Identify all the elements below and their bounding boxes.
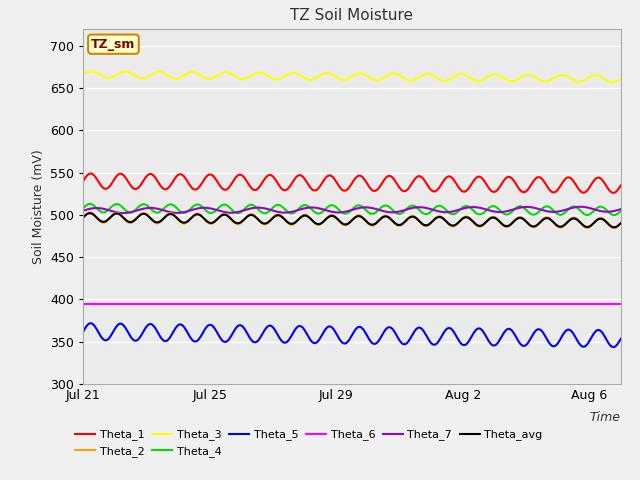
Theta_1 xyxy=(617,182,625,188)
Theta_3 xyxy=(371,77,379,83)
Theta_3 xyxy=(88,68,95,74)
Theta_4 xyxy=(339,210,347,216)
Theta_3 xyxy=(401,75,408,81)
Y-axis label: Soil Moisture (mV): Soil Moisture (mV) xyxy=(31,149,45,264)
Theta_1 xyxy=(609,190,617,196)
Theta_7 xyxy=(521,204,529,210)
Theta_4 xyxy=(336,208,344,214)
Theta_6 xyxy=(338,301,346,307)
Line: Theta_3: Theta_3 xyxy=(83,71,621,82)
Theta_4 xyxy=(617,208,625,214)
Line: Theta_7: Theta_7 xyxy=(83,207,621,213)
Theta_5 xyxy=(401,341,408,347)
Title: TZ Soil Moisture: TZ Soil Moisture xyxy=(291,9,413,24)
Theta_4 xyxy=(79,205,87,211)
Line: Theta_1: Theta_1 xyxy=(83,173,621,193)
Theta_1 xyxy=(87,170,95,176)
Theta_avg xyxy=(86,210,93,216)
Line: Theta_5: Theta_5 xyxy=(83,323,621,347)
Theta_6 xyxy=(617,301,625,307)
Theta_3 xyxy=(339,77,347,83)
Theta_7 xyxy=(371,206,379,212)
Legend: Theta_1, Theta_2, Theta_3, Theta_4, Theta_5, Theta_6, Theta_7, Theta_avg: Theta_1, Theta_2, Theta_3, Theta_4, Thet… xyxy=(71,425,547,461)
Theta_avg xyxy=(371,221,379,227)
Theta_5 xyxy=(617,336,625,342)
Theta_3 xyxy=(609,79,616,85)
Theta_6 xyxy=(399,301,407,307)
Theta_avg xyxy=(336,218,344,224)
Theta_5 xyxy=(605,341,612,347)
Theta_avg xyxy=(79,215,87,220)
Theta_1 xyxy=(521,189,529,195)
Theta_4 xyxy=(371,210,379,216)
Text: TZ_sm: TZ_sm xyxy=(92,37,136,51)
Theta_7 xyxy=(336,210,344,216)
Theta_avg xyxy=(401,219,408,225)
Theta_3 xyxy=(336,76,344,82)
Theta_avg xyxy=(611,225,618,230)
Theta_2 xyxy=(521,217,529,223)
Theta_5 xyxy=(339,340,347,346)
Theta_7 xyxy=(79,208,87,214)
Theta_6 xyxy=(335,301,342,307)
Theta_5 xyxy=(79,329,87,335)
Theta_7 xyxy=(119,210,127,216)
Theta_5 xyxy=(521,343,529,348)
Theta_4 xyxy=(401,208,408,214)
Theta_2 xyxy=(86,209,93,215)
Theta_5 xyxy=(336,336,344,342)
Theta_6 xyxy=(604,301,612,307)
Theta_2 xyxy=(617,220,625,226)
Theta_6 xyxy=(371,301,378,307)
Theta_5 xyxy=(371,341,379,347)
Theta_2 xyxy=(339,222,347,228)
Theta_avg xyxy=(521,217,529,223)
Theta_6 xyxy=(79,301,87,307)
Theta_2 xyxy=(605,222,612,228)
Theta_2 xyxy=(401,220,408,226)
Theta_avg xyxy=(605,222,612,228)
Line: Theta_2: Theta_2 xyxy=(83,212,621,228)
Theta_4 xyxy=(611,212,618,218)
Theta_5 xyxy=(87,320,95,326)
Theta_7 xyxy=(606,209,614,215)
Theta_2 xyxy=(79,215,87,220)
Theta_2 xyxy=(371,221,379,227)
Theta_1 xyxy=(401,188,408,194)
Theta_avg xyxy=(617,220,625,226)
Theta_5 xyxy=(609,344,617,350)
Theta_1 xyxy=(79,178,87,184)
Text: Time: Time xyxy=(590,411,621,424)
Theta_4 xyxy=(605,210,612,216)
Theta_1 xyxy=(336,184,344,190)
Line: Theta_4: Theta_4 xyxy=(83,204,621,215)
Theta_4 xyxy=(521,206,529,212)
Theta_2 xyxy=(336,218,344,224)
Theta_3 xyxy=(605,79,612,84)
Theta_4 xyxy=(86,201,93,207)
Theta_6 xyxy=(520,301,527,307)
Theta_7 xyxy=(401,207,408,213)
Theta_1 xyxy=(371,188,379,194)
Theta_2 xyxy=(611,225,618,231)
Theta_7 xyxy=(577,204,585,210)
Theta_3 xyxy=(617,76,625,82)
Theta_3 xyxy=(79,72,87,77)
Line: Theta_avg: Theta_avg xyxy=(83,213,621,228)
Theta_7 xyxy=(617,206,625,212)
Theta_1 xyxy=(339,187,347,193)
Theta_3 xyxy=(521,72,529,78)
Theta_1 xyxy=(605,187,612,193)
Theta_7 xyxy=(339,209,347,215)
Theta_avg xyxy=(339,221,347,227)
